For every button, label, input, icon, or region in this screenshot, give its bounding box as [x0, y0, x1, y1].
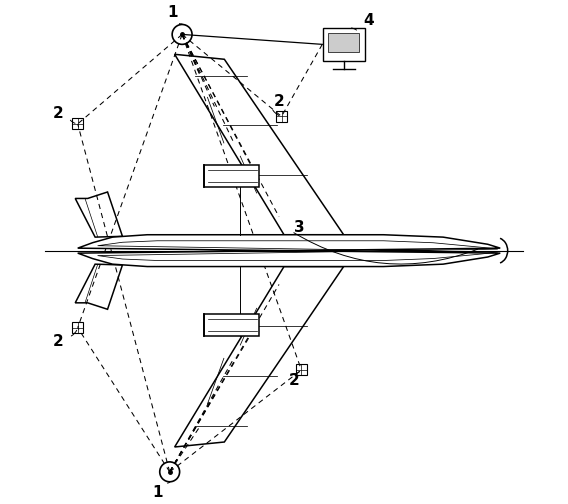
Polygon shape	[75, 192, 123, 237]
Text: 4: 4	[364, 13, 374, 28]
Text: 1: 1	[167, 5, 177, 20]
Text: 2: 2	[289, 373, 299, 389]
Text: 2: 2	[52, 106, 63, 121]
Polygon shape	[204, 165, 259, 187]
Text: 2: 2	[274, 94, 285, 109]
Text: 2: 2	[52, 334, 63, 349]
Polygon shape	[204, 314, 259, 336]
Polygon shape	[174, 267, 344, 447]
Text: 1: 1	[152, 485, 162, 500]
Polygon shape	[328, 33, 359, 52]
Polygon shape	[78, 235, 500, 267]
Polygon shape	[174, 54, 344, 235]
Polygon shape	[75, 264, 123, 309]
Polygon shape	[323, 28, 365, 60]
Text: 3: 3	[294, 220, 304, 235]
